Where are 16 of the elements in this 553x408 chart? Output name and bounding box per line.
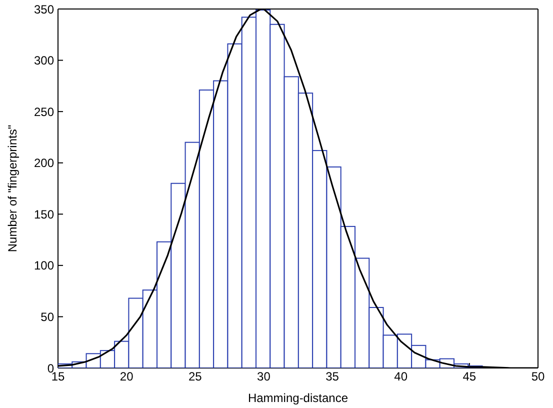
x-tick-label: 35: [326, 370, 340, 384]
x-tick-label: 25: [188, 370, 202, 384]
y-tick-label: 50: [40, 310, 54, 324]
x-tick-label: 40: [394, 370, 408, 384]
y-tick-label: 350: [34, 2, 54, 16]
y-tick-label: 150: [34, 207, 54, 222]
y-tick-label: 100: [34, 258, 54, 273]
x-tick-label: 45: [462, 370, 476, 384]
y-tick-label: 250: [34, 104, 54, 119]
x-axis-title: Hamming-distance: [248, 391, 348, 405]
y-axis-title: Number of "fingerprints": [5, 124, 20, 252]
y-tick-label: 300: [34, 54, 54, 68]
y-tick-label: 200: [34, 156, 54, 170]
x-tick-label: 50: [531, 370, 545, 384]
x-tick-label: 30: [257, 370, 271, 384]
x-tick-label: 20: [120, 370, 134, 384]
